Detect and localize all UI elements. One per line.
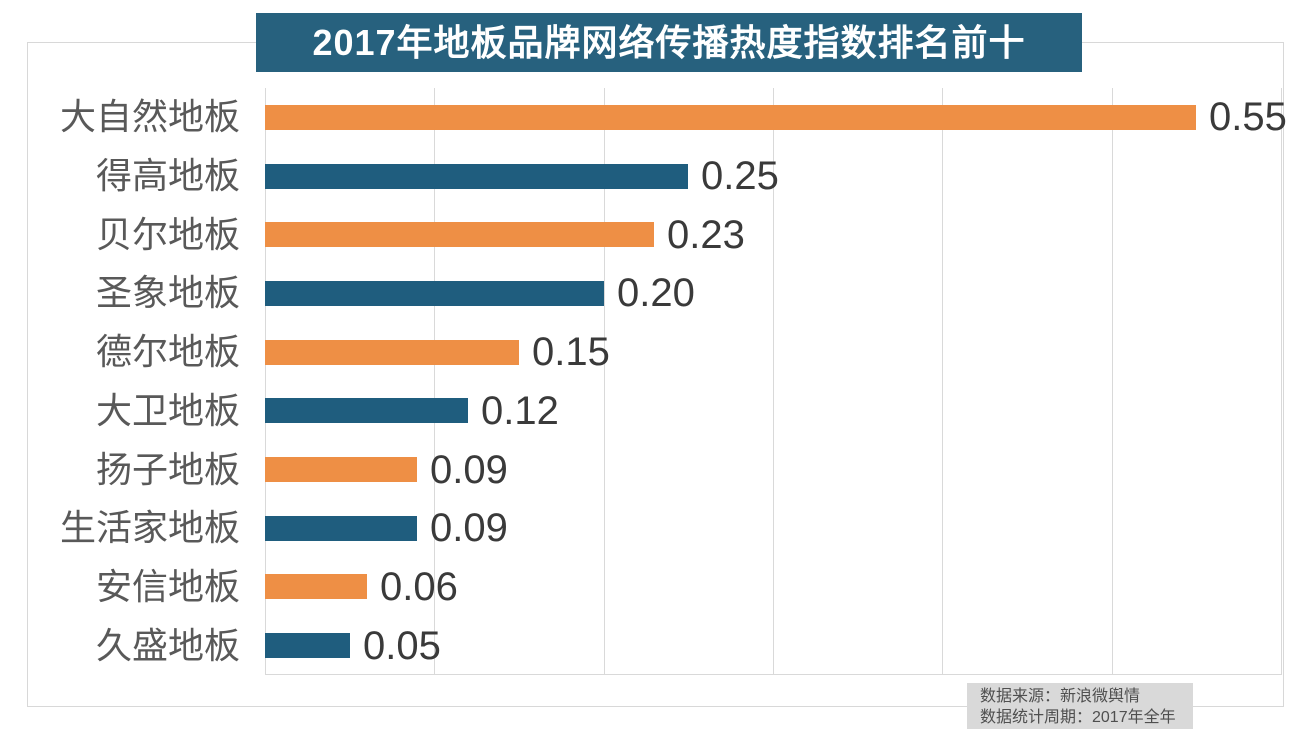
category-label: 大自然地板 [59,96,240,137]
gridline [434,88,435,675]
gridline [1281,88,1282,675]
value-label: 0.25 [701,154,779,198]
x-axis-line [265,674,1281,675]
category-label: 得高地板 [95,155,240,196]
bar [265,398,468,423]
bar [265,633,350,658]
value-label: 0.05 [363,624,441,668]
title-banner: 2017年地板品牌网络传播热度指数排名前十 [256,13,1082,72]
value-label: 0.15 [532,330,610,374]
value-label: 0.55 [1209,95,1287,139]
category-label: 扬子地板 [95,449,240,490]
gridline [942,88,943,675]
gridline [604,88,605,675]
value-label: 0.09 [430,506,508,550]
bar [265,105,1196,130]
chart-frame [27,42,1284,707]
bar [265,222,654,247]
category-label: 久盛地板 [95,625,240,666]
category-label: 圣象地板 [95,272,240,313]
bar [265,516,417,541]
chart-title: 2017年地板品牌网络传播热度指数排名前十 [312,22,1026,63]
bar [265,340,519,365]
gridline [265,88,266,675]
source-note-box: 数据来源：新浪微舆情 数据统计周期：2017年全年 [967,683,1193,729]
value-label: 0.20 [617,271,695,315]
gridline [1112,88,1113,675]
category-label: 生活家地板 [59,507,240,548]
value-label: 0.06 [380,565,458,609]
value-label: 0.12 [481,389,559,433]
bar [265,164,688,189]
period-line: 数据统计周期：2017年全年 [980,709,1176,726]
category-label: 大卫地板 [95,390,240,431]
value-label: 0.09 [430,448,508,492]
category-label: 德尔地板 [95,331,240,372]
gridline [773,88,774,675]
source-line: 数据来源：新浪微舆情 [980,688,1141,705]
bar [265,457,417,482]
bar [265,574,367,599]
bar [265,281,604,306]
category-label: 贝尔地板 [95,214,240,255]
value-label: 0.23 [667,213,745,257]
category-label: 安信地板 [95,566,240,607]
